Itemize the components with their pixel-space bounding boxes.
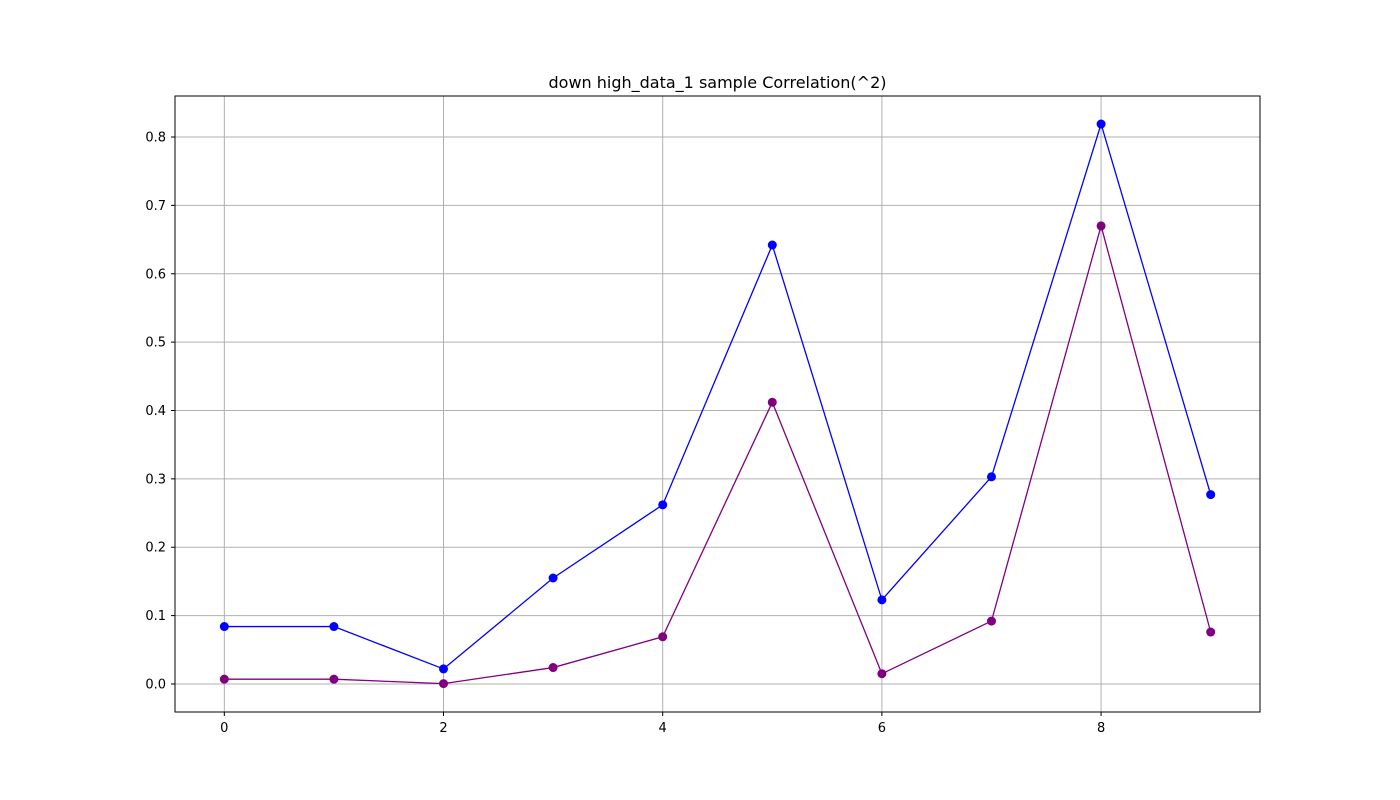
- series-2-point: [1096, 221, 1106, 231]
- y-tick-label: 0.8: [145, 131, 166, 146]
- series-2-line: [224, 223, 1212, 685]
- series-2-point: [877, 669, 887, 679]
- x-tick-label: 8: [1097, 721, 1105, 736]
- chart-title: down high_data_1 sample Correlation(^2): [549, 73, 887, 93]
- y-tick-label: 0.0: [145, 677, 166, 692]
- series-2-point: [767, 397, 777, 407]
- series-1-point: [877, 595, 887, 605]
- x-tick-label: 6: [878, 721, 886, 736]
- y-tick-label: 0.3: [145, 472, 166, 487]
- y-tick-label: 0.7: [145, 199, 166, 214]
- y-tick-label: 0.5: [145, 336, 166, 351]
- series-1-point: [1096, 119, 1106, 129]
- x-tick-label: 4: [659, 721, 667, 736]
- series-1-point: [548, 573, 558, 583]
- tick-layer: 0 2 4 6 8 0.0 0.1 0.2 0.3 0.4 0.5 0.6 0.7 0.8: [145, 131, 1105, 736]
- series-1-point: [439, 664, 449, 674]
- series-1-point: [986, 472, 996, 482]
- series-2-point: [329, 674, 339, 684]
- series-layer: [219, 119, 1216, 689]
- y-tick-label: 0.4: [145, 404, 166, 419]
- y-tick-label: 0.2: [145, 541, 166, 556]
- series-1-point: [219, 622, 229, 632]
- plot-frame: [174, 95, 1261, 713]
- series-1-point: [1206, 490, 1216, 500]
- x-tick-label: 0: [220, 721, 228, 736]
- series-2-point: [548, 663, 558, 673]
- series-2-point: [986, 616, 996, 626]
- series-2-point: [439, 679, 449, 689]
- y-tick-label: 0.1: [145, 609, 166, 624]
- series-2-point: [658, 632, 668, 642]
- series-1-point: [767, 240, 777, 250]
- grid-layer: [175, 96, 1260, 712]
- y-tick-label: 0.6: [145, 267, 166, 282]
- x-tick-label: 2: [439, 721, 447, 736]
- series-2-point: [1206, 627, 1216, 637]
- series-2-point: [219, 674, 229, 684]
- series-1-point: [658, 500, 668, 510]
- series-1-line: [224, 121, 1212, 670]
- series-1-point: [329, 622, 339, 632]
